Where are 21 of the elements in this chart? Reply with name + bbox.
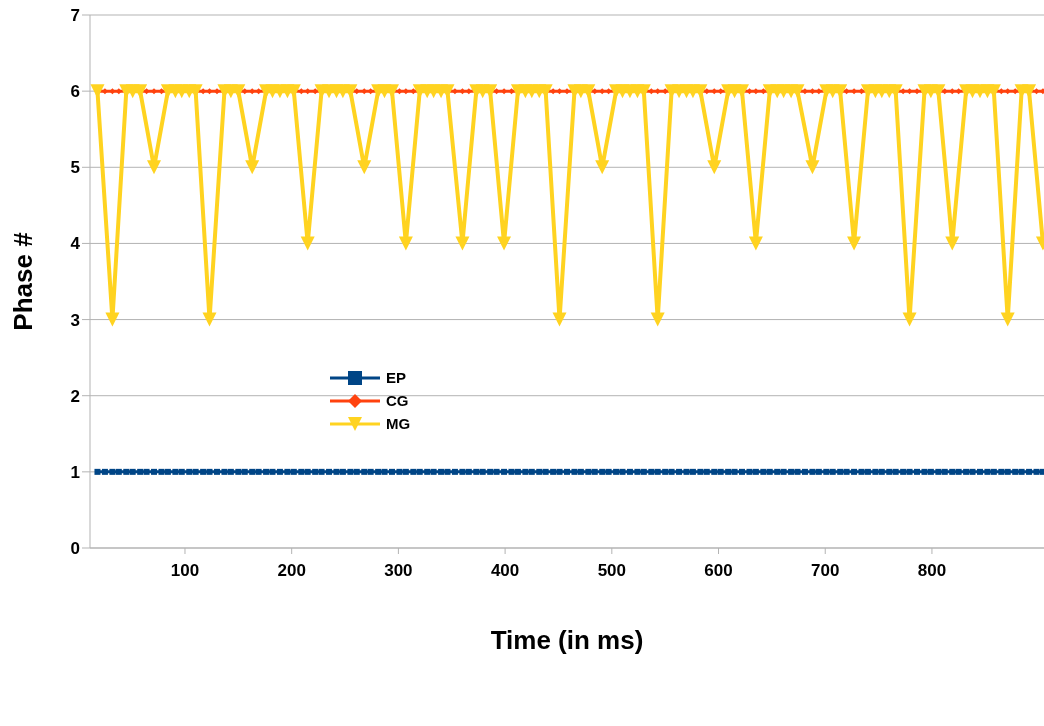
- y-tick-label: 6: [70, 82, 80, 102]
- x-tick-label: 400: [490, 561, 520, 581]
- y-tick-label: 4: [70, 234, 81, 254]
- legend-label: MG: [386, 415, 411, 432]
- x-tick-label: 700: [811, 561, 840, 581]
- x-tick-label: 200: [277, 561, 306, 581]
- y-tick-label: 3: [70, 310, 80, 330]
- x-tick-label: 600: [704, 561, 733, 581]
- x-tick-label: 100: [170, 561, 200, 581]
- legend-label: EP: [386, 369, 407, 386]
- y-tick-label: 2: [70, 386, 80, 406]
- legend-label: CG: [386, 392, 409, 409]
- x-tick-label: 800: [917, 561, 947, 581]
- y-axis-title: Phase #: [8, 231, 39, 331]
- y-tick-label: 0: [70, 539, 80, 559]
- y-tick-label: 5: [70, 158, 80, 178]
- x-tick-label: 300: [384, 561, 413, 581]
- y-tick-label: 7: [70, 6, 80, 26]
- x-axis-title: Time (in ms): [490, 625, 644, 655]
- y-tick-label: 1: [70, 462, 80, 482]
- x-tick-label: 500: [597, 561, 627, 581]
